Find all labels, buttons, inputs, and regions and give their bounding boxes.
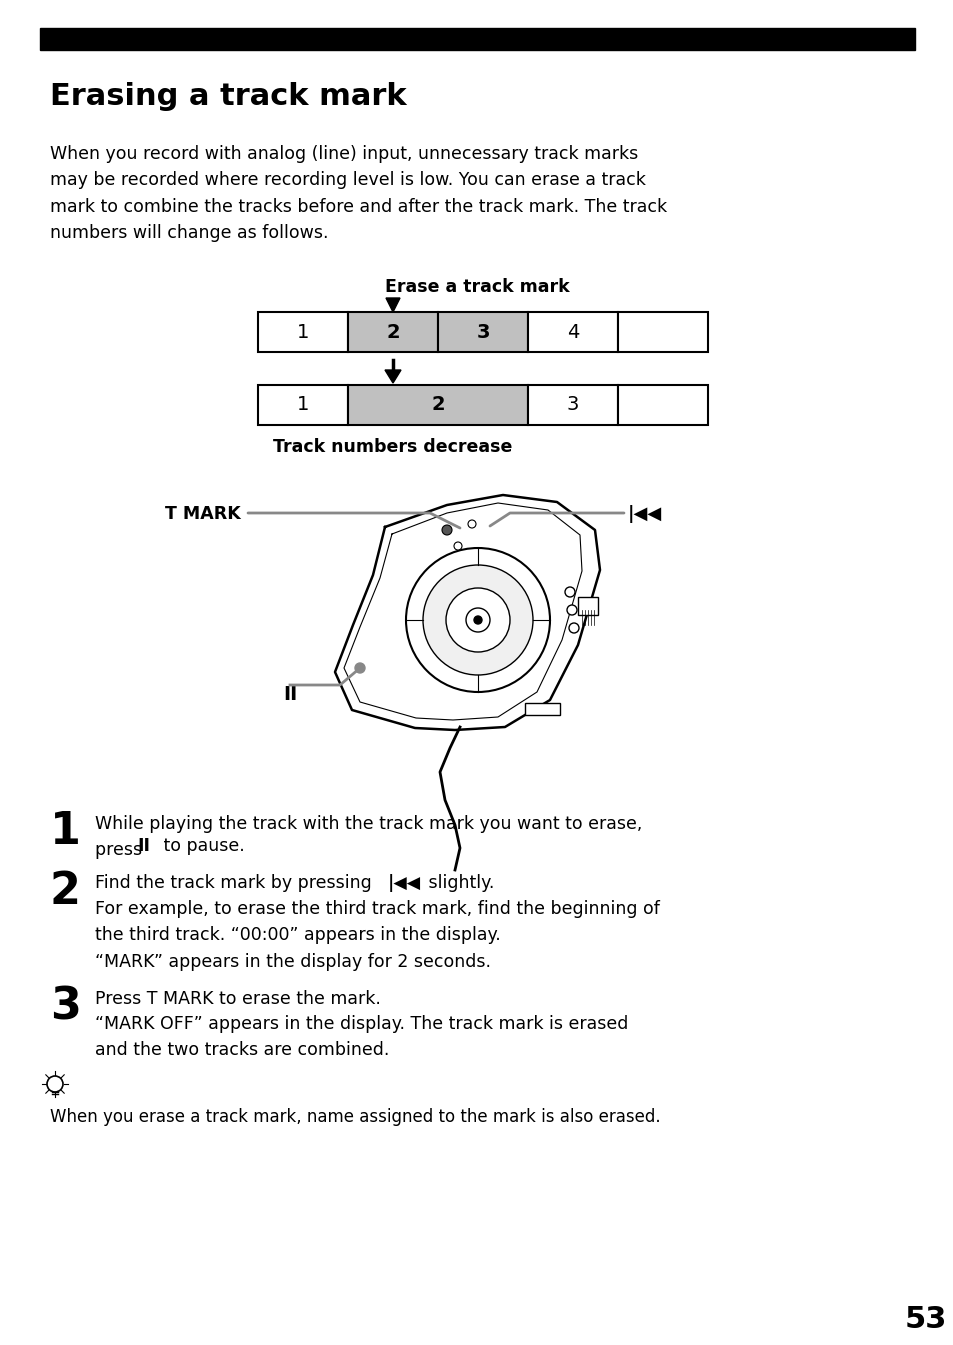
Text: 3: 3 [50, 985, 81, 1028]
Circle shape [422, 565, 533, 675]
Bar [257, 312, 348, 352]
Text: 53: 53 [904, 1305, 946, 1334]
Text: slightly.: slightly. [422, 874, 494, 892]
Circle shape [568, 623, 578, 633]
Circle shape [406, 547, 550, 691]
Polygon shape [386, 299, 399, 312]
Text: 1: 1 [50, 810, 81, 853]
Text: 4: 4 [566, 323, 578, 342]
Circle shape [47, 1076, 63, 1092]
Polygon shape [335, 495, 599, 730]
Text: II: II [283, 685, 296, 703]
Circle shape [465, 608, 490, 632]
Bar [348, 385, 527, 425]
Circle shape [454, 542, 461, 550]
Circle shape [564, 586, 575, 597]
Text: |◀◀: |◀◀ [627, 504, 661, 523]
Text: When you erase a track mark, name assigned to the mark is also erased.: When you erase a track mark, name assign… [50, 1108, 659, 1126]
Circle shape [474, 616, 481, 624]
Text: Find the track mark by pressing: Find the track mark by pressing [95, 874, 376, 892]
Bar [257, 385, 348, 425]
Text: Track numbers decrease: Track numbers decrease [273, 438, 512, 456]
Bar [578, 597, 598, 615]
Bar [348, 312, 437, 352]
Text: Press T MARK to erase the mark.: Press T MARK to erase the mark. [95, 990, 380, 1007]
Bar [527, 312, 618, 352]
Circle shape [355, 663, 365, 672]
Polygon shape [385, 370, 400, 383]
Bar [437, 312, 527, 352]
Circle shape [446, 588, 510, 652]
Text: |◀◀: |◀◀ [388, 874, 420, 892]
Text: T MARK: T MARK [165, 504, 240, 523]
Text: 3: 3 [476, 323, 489, 342]
Text: “MARK OFF” appears in the display. The track mark is erased
and the two tracks a: “MARK OFF” appears in the display. The t… [95, 1015, 628, 1060]
Circle shape [441, 525, 452, 535]
Text: Erase a track mark: Erase a track mark [384, 278, 569, 296]
Text: For example, to erase the third track mark, find the beginning of
the third trac: For example, to erase the third track ma… [95, 900, 659, 971]
Text: II: II [137, 837, 150, 855]
Bar [618, 312, 707, 352]
Text: 2: 2 [50, 870, 81, 913]
Circle shape [468, 521, 476, 529]
Text: 3: 3 [566, 395, 578, 414]
Text: 2: 2 [386, 323, 399, 342]
Text: When you record with analog (line) input, unnecessary track marks
may be recorde: When you record with analog (line) input… [50, 145, 666, 242]
Text: to pause.: to pause. [158, 837, 245, 855]
Text: 1: 1 [296, 395, 309, 414]
Bar [527, 385, 618, 425]
Bar [618, 385, 707, 425]
Text: 2: 2 [431, 395, 444, 414]
Bar [40, 28, 914, 50]
Text: 1: 1 [296, 323, 309, 342]
Text: While playing the track with the track mark you want to erase,
press: While playing the track with the track m… [95, 815, 641, 859]
Text: Erasing a track mark: Erasing a track mark [50, 82, 406, 112]
Circle shape [566, 605, 577, 615]
Bar [524, 703, 559, 716]
